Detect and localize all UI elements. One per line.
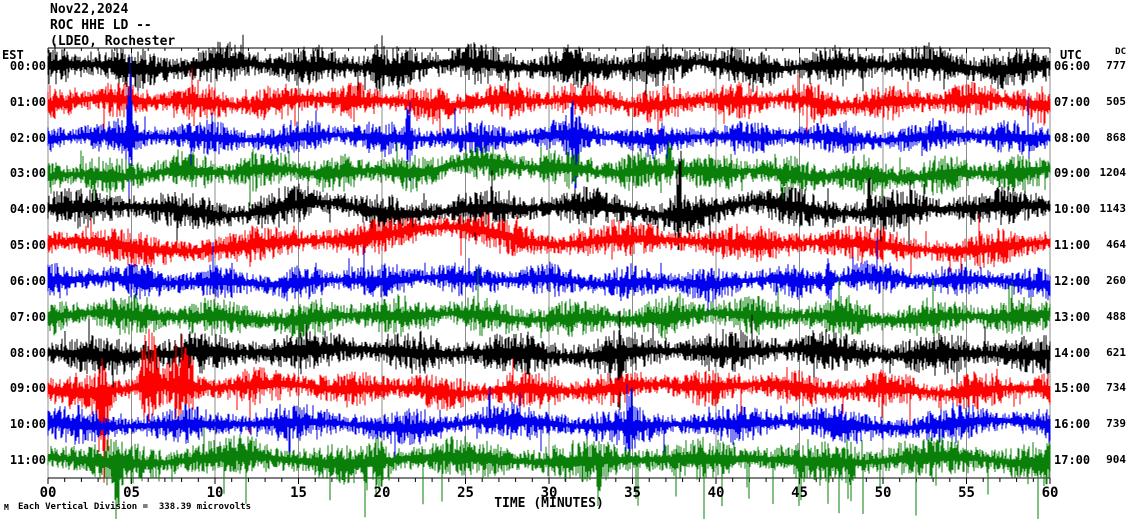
left-hour-label: 03:00: [9, 166, 46, 181]
dc-value-label: 488: [1106, 309, 1126, 323]
right-hour-label: 07:00: [1054, 94, 1091, 109]
left-hour-label: 06:00: [9, 273, 46, 288]
dc-value-label: 1204: [1099, 166, 1127, 180]
right-hour-label: 16:00: [1054, 417, 1091, 432]
dc-value-label: 260: [1106, 273, 1126, 287]
left-hour-label: 08:00: [9, 345, 46, 360]
left-hour-label: 02:00: [9, 130, 46, 145]
right-hour-label: 17:00: [1054, 453, 1091, 468]
left-hour-label: 04:00: [9, 202, 46, 217]
right-hour-label: 14:00: [1054, 345, 1091, 360]
right-hour-label: 06:00: [1054, 58, 1091, 73]
x-tick-label: 60: [1041, 485, 1059, 501]
x-tick-label: 20: [373, 485, 391, 501]
left-hour-label: 01:00: [9, 94, 46, 109]
dc-column-header: DC: [1115, 47, 1126, 57]
scale-note: Each Vertical Division = 338.39 microvol…: [18, 502, 251, 512]
x-tick-label: 25: [457, 485, 474, 501]
left-hour-label: 05:00: [9, 238, 46, 253]
right-timezone-label: UTC: [1060, 48, 1082, 62]
x-tick-label: 45: [791, 485, 808, 501]
right-hour-label: 08:00: [1054, 130, 1091, 145]
dc-value-label: 739: [1106, 417, 1126, 431]
right-hour-label: 11:00: [1054, 238, 1091, 253]
dc-value-label: 621: [1106, 345, 1126, 359]
corner-mark: M: [4, 503, 9, 512]
left-hour-label: 09:00: [9, 381, 46, 396]
header-station: ROC HHE LD --: [50, 18, 152, 33]
x-tick-label: 35: [624, 485, 641, 501]
dc-value-label: 734: [1106, 381, 1126, 395]
x-axis-title: TIME (MINUTES): [494, 496, 604, 511]
right-hour-label: 09:00: [1054, 166, 1091, 181]
left-hour-label: 07:00: [9, 309, 46, 324]
left-hour-label: 11:00: [9, 453, 46, 468]
dc-value-label: 904: [1106, 453, 1126, 467]
header-date: Nov22,2024: [50, 2, 129, 17]
x-tick-label: 05: [123, 485, 140, 501]
left-hour-label: 00:00: [9, 58, 46, 73]
x-tick-label: 10: [206, 485, 224, 501]
dc-value-label: 464: [1106, 238, 1126, 252]
dc-value-label: 1143: [1099, 202, 1127, 216]
x-tick-label: 50: [874, 485, 892, 501]
header-location: (LDEO, Rochester: [50, 34, 176, 49]
x-tick-label: 15: [290, 485, 307, 501]
right-hour-label: 12:00: [1054, 273, 1091, 288]
dc-value-label: 868: [1106, 130, 1126, 144]
right-hour-label: 10:00: [1054, 202, 1091, 217]
x-tick-label: 30: [540, 485, 558, 501]
right-hour-label: 15:00: [1054, 381, 1091, 396]
left-hour-label: 10:00: [9, 417, 46, 432]
dc-value-label: 505: [1106, 94, 1126, 108]
x-tick-label: 55: [958, 485, 975, 501]
left-timezone-label: EST: [2, 48, 24, 62]
x-tick-label: 00: [39, 485, 57, 501]
dc-value-label: 777: [1106, 58, 1126, 72]
x-tick-label: 40: [707, 485, 725, 501]
right-hour-label: 13:00: [1054, 309, 1091, 324]
